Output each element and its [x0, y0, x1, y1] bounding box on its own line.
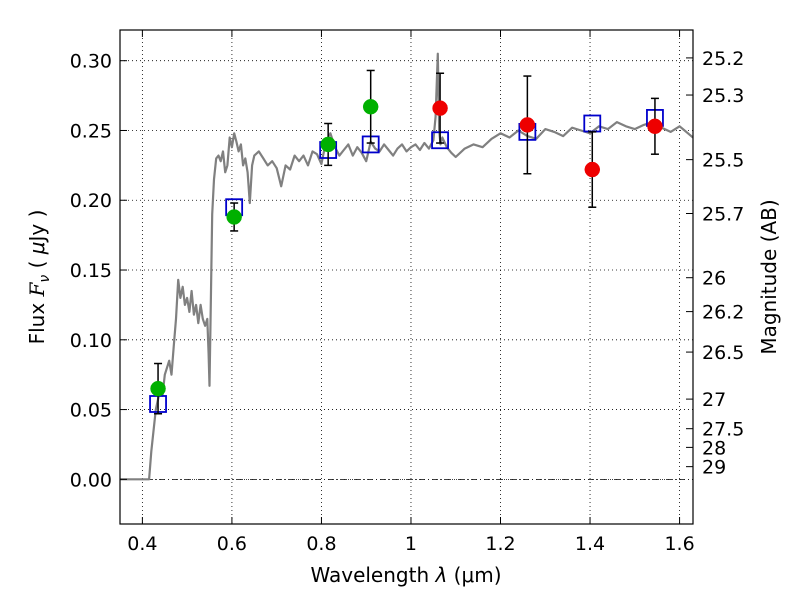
green-observations-point	[226, 209, 242, 225]
green-observations-point	[362, 99, 379, 115]
plot-content	[120, 52, 693, 481]
x-tick-label: 0.4	[127, 533, 157, 555]
mag-tick-label: 26.2	[702, 302, 744, 324]
mag-tick-label: 27	[702, 389, 726, 411]
y-axis: 0.00 0.05 0.10 0.15 0.20 0.25 0.30	[70, 51, 127, 491]
x-axis-title: Wavelength λ (μm)	[310, 563, 501, 587]
mag-tick-label: 25.2	[702, 48, 744, 70]
y-axis-title: Flux Fν ( μJy )	[25, 210, 53, 345]
mag-tick-label: 25.3	[702, 85, 744, 107]
mag-tick-label: 28	[702, 437, 726, 459]
mag-tick-label: 26.5	[702, 342, 744, 364]
x-tick-label: 1.6	[664, 533, 694, 555]
green-observations-point	[150, 380, 166, 397]
plot-frame	[119, 29, 694, 525]
y-tick-label: 0.30	[70, 51, 112, 73]
mag-tick-label: 29	[702, 457, 726, 479]
mag-tick-label: 25.7	[702, 204, 744, 226]
mag-tick-label: 26	[702, 268, 726, 290]
model-spectrum-line	[120, 52, 693, 481]
green-observations-point	[320, 136, 336, 153]
red-observations-point	[647, 118, 663, 135]
x-axis: 0.4 0.6 0.8 1 1.2 1.4 1.6	[127, 30, 695, 555]
x-tick-label: 0.6	[217, 533, 247, 555]
red-observations-point	[584, 161, 601, 178]
x-tick-label: 1.2	[485, 533, 515, 555]
y-tick-label: 0.20	[70, 190, 112, 212]
red-observations-point	[519, 117, 536, 133]
x-tick-label: 1.4	[575, 533, 605, 555]
mag-tick-label: 25.5	[702, 150, 744, 172]
mag-tick-label: 27.5	[702, 419, 744, 441]
secondary-y-axis-title: Magnitude (AB)	[757, 199, 781, 354]
x-tick-label: 0.8	[306, 533, 336, 555]
y-tick-label: 0.05	[70, 400, 112, 422]
x-tick-label: 1	[405, 533, 417, 555]
y-tick-label: 0.15	[70, 260, 112, 282]
red-observations-point	[432, 100, 448, 116]
plot-area	[120, 52, 693, 481]
y-tick-label: 0.25	[70, 120, 112, 142]
y-tick-label: 0.10	[70, 330, 112, 352]
y-tick-label: 0.00	[70, 469, 112, 491]
